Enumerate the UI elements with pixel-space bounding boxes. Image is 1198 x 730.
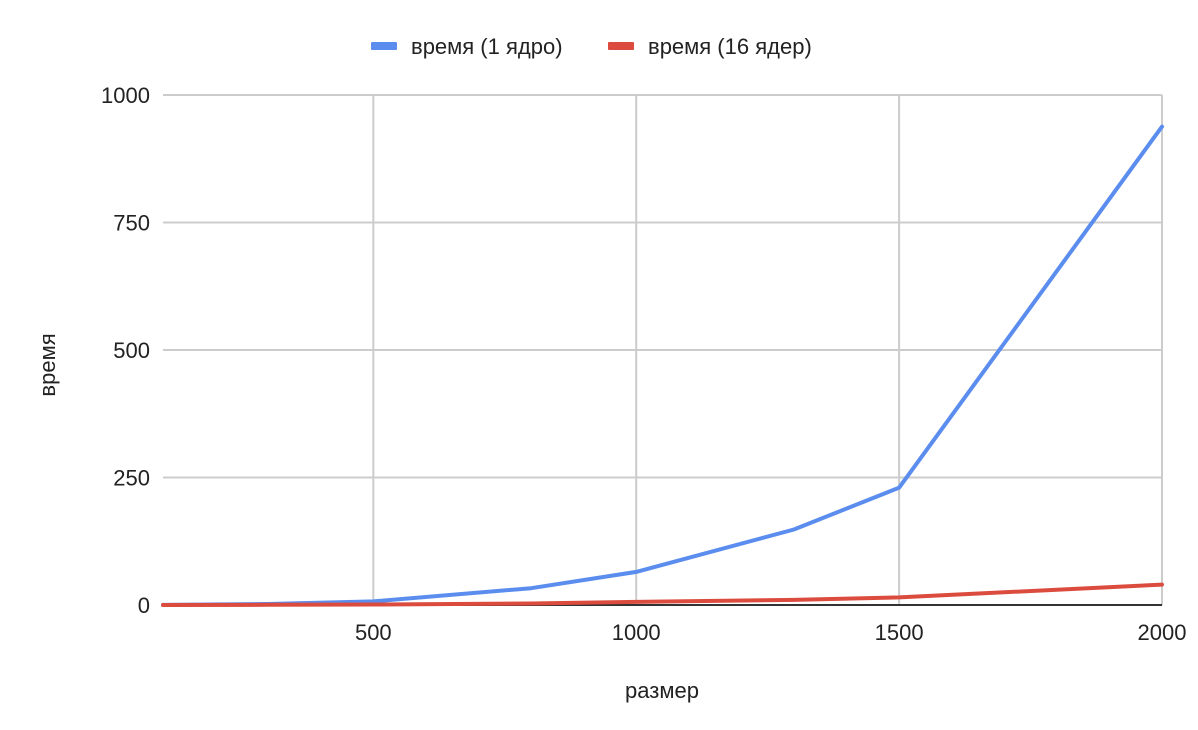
x-axis-ticks: 500 1000 1500 2000 <box>355 620 1187 645</box>
legend-swatch-series-1 <box>371 42 397 50</box>
y-tick-label: 0 <box>138 593 150 618</box>
series-line-1 <box>161 124 1164 607</box>
legend-label-series-2: время (16 ядер) <box>648 34 812 59</box>
x-tick-label: 1500 <box>875 620 924 645</box>
y-tick-label: 1000 <box>101 83 150 108</box>
series-line-2 <box>161 582 1164 607</box>
legend: время (1 ядро) время (16 ядер) <box>371 34 812 59</box>
y-axis-ticks: 0 250 500 750 1000 <box>101 83 150 618</box>
legend-swatch-series-2 <box>608 42 634 50</box>
y-tick-label: 500 <box>113 338 150 363</box>
series-lines <box>161 124 1164 607</box>
x-axis-title: размер <box>625 678 699 703</box>
y-tick-label: 250 <box>113 466 150 491</box>
y-tick-label: 750 <box>113 211 150 236</box>
gridlines <box>163 94 1163 605</box>
x-tick-label: 2000 <box>1138 620 1187 645</box>
legend-label-series-1: время (1 ядро) <box>411 34 563 59</box>
x-tick-label: 500 <box>355 620 392 645</box>
x-tick-label: 1000 <box>612 620 661 645</box>
y-axis-title: время <box>35 333 60 396</box>
